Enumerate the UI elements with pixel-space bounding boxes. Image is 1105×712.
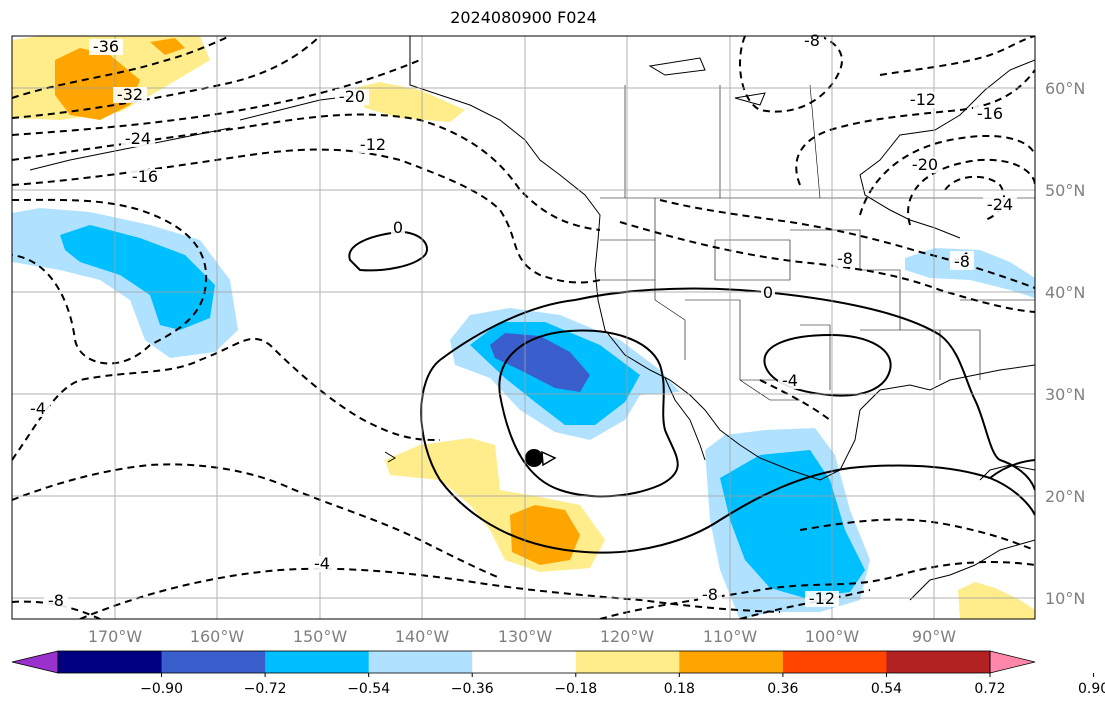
contour-label: -16 — [128, 167, 162, 186]
contour-label: 0 — [761, 283, 775, 302]
longitude-label: 110°W — [703, 627, 758, 646]
positive-anomaly-region — [355, 82, 465, 122]
svg-text:-24: -24 — [987, 195, 1013, 214]
contour-label: -8 — [800, 31, 824, 50]
colorbar-min-extend — [11, 650, 59, 674]
longitude-label: 120°W — [600, 627, 655, 646]
svg-text:0: 0 — [763, 283, 773, 302]
svg-text:-8: -8 — [804, 31, 820, 50]
contour-label: -32 — [113, 85, 147, 104]
svg-text:-8: -8 — [48, 591, 64, 610]
longitude-label: 170°W — [88, 627, 143, 646]
contour-label: -36 — [89, 37, 123, 56]
political-borders — [598, 84, 1035, 401]
colorbar-tick-label: −0.90 — [140, 681, 183, 697]
svg-text:-36: -36 — [93, 37, 119, 56]
colorbar-tick-label: 0.90 — [1078, 681, 1105, 697]
svg-text:-20: -20 — [912, 155, 938, 174]
colorbar-segment — [265, 651, 370, 673]
colorbar-segment — [58, 651, 163, 673]
contour-label: -4 — [310, 554, 334, 573]
gridlines — [12, 36, 1035, 619]
longitude-label: 160°W — [190, 627, 245, 646]
longitude-label: 90°W — [912, 627, 956, 646]
colorbar-segment — [161, 651, 266, 673]
latitude-label: 20°N — [1045, 487, 1085, 506]
contour-label: -8 — [44, 591, 68, 610]
negative-anomaly-region — [490, 333, 590, 392]
contour-lines — [12, 36, 1035, 619]
longitude-label: 100°W — [805, 627, 860, 646]
negative-anomaly-region — [60, 225, 215, 330]
contour-label: -8 — [833, 249, 857, 268]
svg-text:-4: -4 — [314, 554, 330, 573]
svg-text:-12: -12 — [809, 589, 835, 608]
contour-label: -8 — [698, 585, 722, 604]
colorbar: −0.90 −0.72 −0.54 −0.36 −0.18 0.18 0.36 0.54 0.7… — [11, 650, 1105, 697]
colorbar-segment — [782, 651, 887, 673]
latitude-label: 10°N — [1045, 589, 1085, 608]
contour-label: -12 — [805, 589, 839, 608]
svg-text:-12: -12 — [360, 135, 386, 154]
negative-anomaly-region — [905, 248, 1035, 298]
svg-text:0: 0 — [393, 218, 403, 237]
latitude-label: 60°N — [1045, 79, 1085, 98]
svg-text:-24: -24 — [125, 129, 151, 148]
contour-label: -8 — [950, 252, 974, 271]
colorbar-segment — [886, 651, 991, 673]
svg-text:-4: -4 — [30, 399, 46, 418]
negative-anomaly-region — [720, 450, 865, 598]
latitude-labels: 60°N 50°N 40°N 30°N 20°N 10°N — [1045, 79, 1085, 608]
contour-label: -20 — [908, 155, 942, 174]
colorbar-tick-label: −0.54 — [347, 681, 390, 697]
svg-text:-12: -12 — [910, 90, 936, 109]
anomaly-fills — [12, 36, 1035, 619]
longitude-label: 130°W — [498, 627, 553, 646]
storm-center-marker — [525, 449, 557, 467]
contour-label: -12 — [906, 90, 940, 109]
colorbar-segment — [472, 651, 577, 673]
colorbar-tick-label: −0.72 — [244, 681, 287, 697]
contour-label: -24 — [121, 129, 155, 148]
contour-label: -16 — [973, 104, 1007, 123]
colorbar-tick-label: 0.72 — [974, 681, 1005, 697]
map-frame — [11, 35, 1036, 620]
contour-label: -4 — [26, 399, 50, 418]
svg-text:-4: -4 — [782, 371, 798, 390]
colorbar-segment — [575, 651, 680, 673]
colorbar-max-extend — [989, 650, 1036, 674]
svg-text:-8: -8 — [702, 585, 718, 604]
svg-text:-16: -16 — [977, 104, 1003, 123]
svg-text:-8: -8 — [954, 252, 970, 271]
colorbar-tick-label: −0.36 — [451, 681, 494, 697]
positive-anomaly-region — [958, 582, 1035, 619]
colorbar-tick-label: −0.18 — [554, 681, 597, 697]
contour-label: -24 — [983, 195, 1017, 214]
contour-label: -20 — [335, 87, 369, 106]
latitude-label: 40°N — [1045, 283, 1085, 302]
svg-text:-32: -32 — [117, 85, 143, 104]
colorbar-tick-label: 0.36 — [767, 681, 798, 697]
longitude-label: 150°W — [293, 627, 348, 646]
positive-anomaly-region — [150, 38, 185, 55]
svg-text:-8: -8 — [837, 249, 853, 268]
colorbar-tick-label: 0.54 — [871, 681, 902, 697]
colorbar-segment — [679, 651, 784, 673]
longitude-labels: 170°W 160°W 150°W 140°W 130°W 120°W 110°W 100°W… — [88, 627, 956, 646]
svg-text:-20: -20 — [339, 87, 365, 106]
latitude-label: 30°N — [1045, 385, 1085, 404]
svg-text:-16: -16 — [132, 167, 158, 186]
colorbar-tick-label: 0.18 — [664, 681, 695, 697]
contour-labels: -36 -32 -24 -20 -16 -12 0 -4 -8 -4 -8 -12 -16 -20 -24 0… — [26, 31, 1017, 610]
contour-label: -4 — [778, 371, 802, 390]
colorbar-segment — [368, 651, 473, 673]
map-title: 2024080900 F024 — [450, 8, 597, 27]
latitude-label: 50°N — [1045, 181, 1085, 200]
contour-label: -12 — [356, 135, 390, 154]
contour-label: 0 — [391, 218, 405, 237]
longitude-label: 140°W — [395, 627, 450, 646]
